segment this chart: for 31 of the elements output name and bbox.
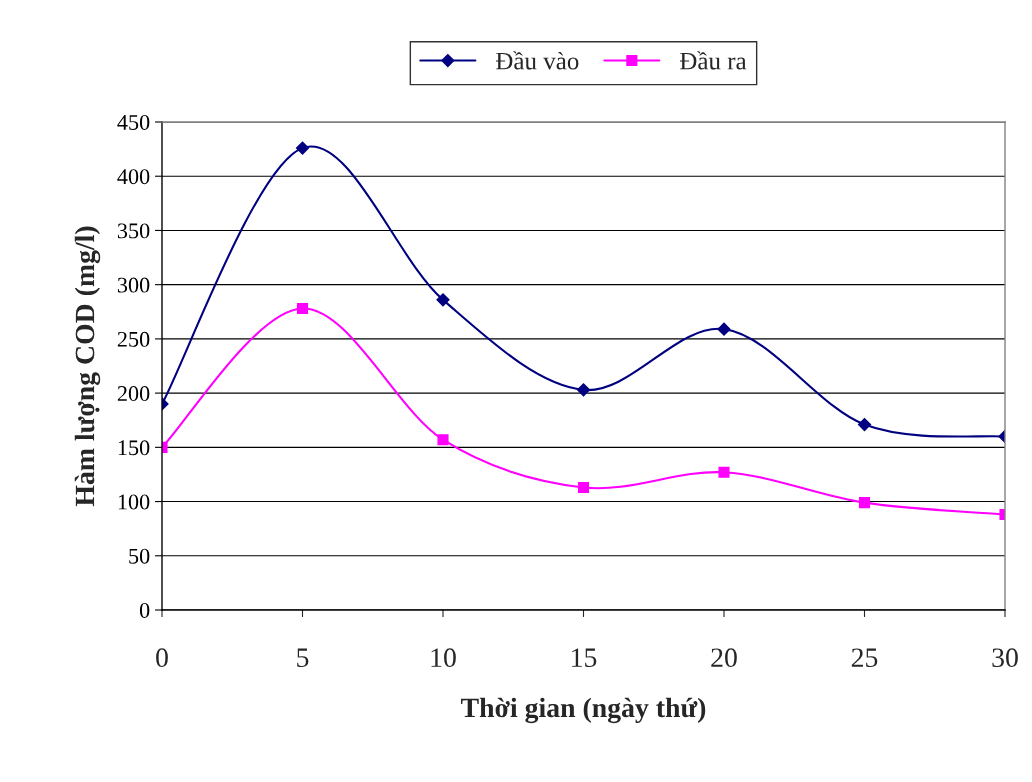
x-tick-label: 15 (572, 648, 597, 668)
y-tick-label: 350 (117, 223, 150, 239)
y-tick-label: 100 (118, 494, 150, 510)
y-tick-label: 400 (117, 169, 150, 185)
point (576, 383, 591, 397)
point (858, 497, 871, 509)
point (718, 466, 730, 478)
point (296, 302, 309, 315)
y-tick-label: 50 (129, 548, 150, 564)
x-axis-title: Thời gian (ngày thứ) (461, 697, 706, 724)
point (857, 417, 872, 432)
y-tick-label: 200 (117, 386, 150, 402)
x-tick-label: 5 (297, 648, 309, 668)
x-tick-label: 10 (431, 648, 456, 668)
legend-label: Đầu ra (679, 51, 747, 70)
y-tick-label: 150 (118, 440, 150, 456)
y-tick-label: 250 (117, 331, 150, 347)
y-tick-label: 0 (139, 602, 150, 618)
point (295, 141, 310, 155)
point (436, 293, 450, 307)
point (717, 322, 731, 336)
y-axis-title: Hàm lượng COD (mg/l) (74, 226, 101, 507)
y-tick-label: 300 (117, 277, 150, 293)
x-tick-label: 30 (992, 648, 1018, 668)
x-tick-label: 25 (851, 648, 878, 668)
point (577, 481, 590, 494)
x-tick-label: 0 (156, 648, 168, 668)
x-tick-label: 20 (711, 648, 737, 668)
y-tick-label: 450 (117, 114, 150, 130)
legend-label: Đầu vào (495, 51, 579, 70)
point (437, 434, 449, 446)
